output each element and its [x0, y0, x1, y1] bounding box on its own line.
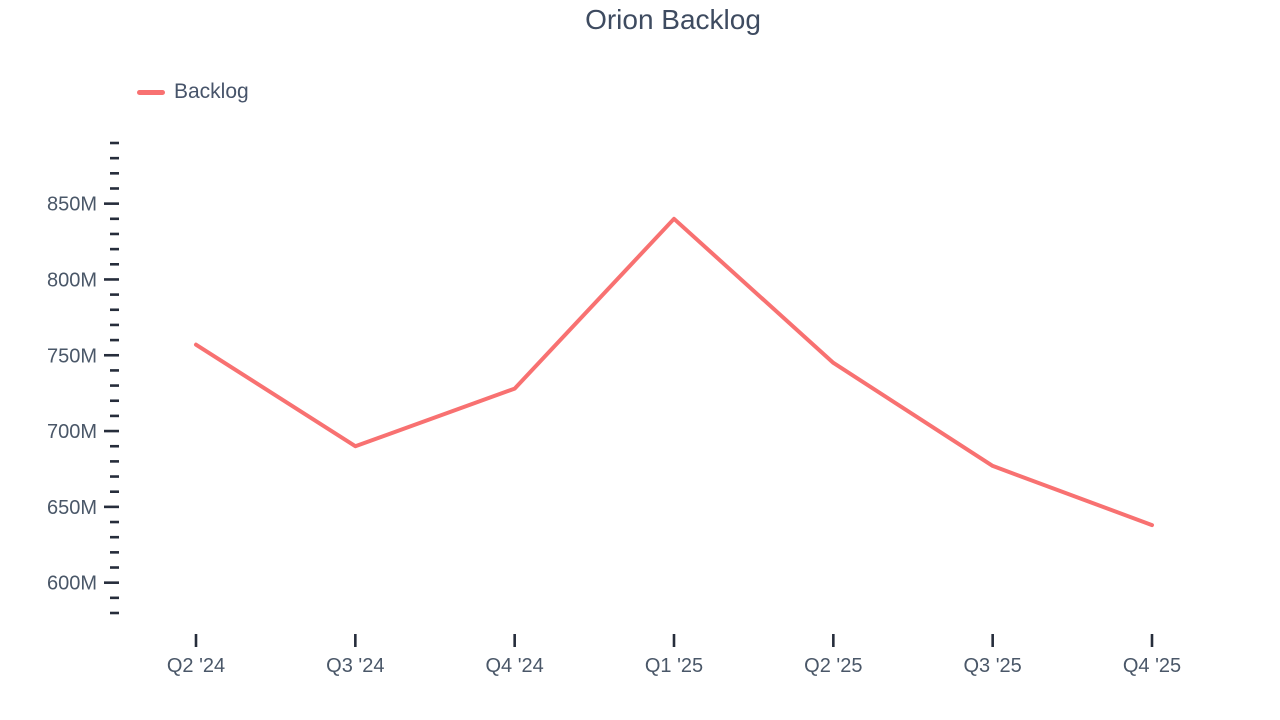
legend-swatch-backlog — [137, 89, 165, 95]
x-axis-label: Q2 '25 — [804, 655, 862, 677]
x-axis-label: Q2 '24 — [167, 655, 225, 677]
x-axis-label: Q3 '24 — [326, 655, 384, 677]
series-line-backlog — [194, 216, 1154, 528]
y-axis-label: 700M — [47, 421, 97, 443]
legend-label-backlog: Backlog — [174, 80, 249, 103]
y-axis-label: 650M — [47, 497, 97, 519]
legend: Backlog — [137, 80, 249, 104]
y-axis-label: 600M — [47, 573, 97, 595]
x-axis-label: Q4 '25 — [1123, 655, 1181, 677]
x-axis-label: Q1 '25 — [645, 655, 703, 677]
x-axis-label: Q3 '25 — [964, 655, 1022, 677]
x-axis-label: Q4 '24 — [486, 655, 544, 677]
chart-title: Orion Backlog — [585, 4, 761, 35]
y-axis-label: 800M — [47, 269, 97, 291]
y-axis-label: 750M — [47, 345, 97, 367]
y-axis-label: 850M — [47, 194, 97, 216]
